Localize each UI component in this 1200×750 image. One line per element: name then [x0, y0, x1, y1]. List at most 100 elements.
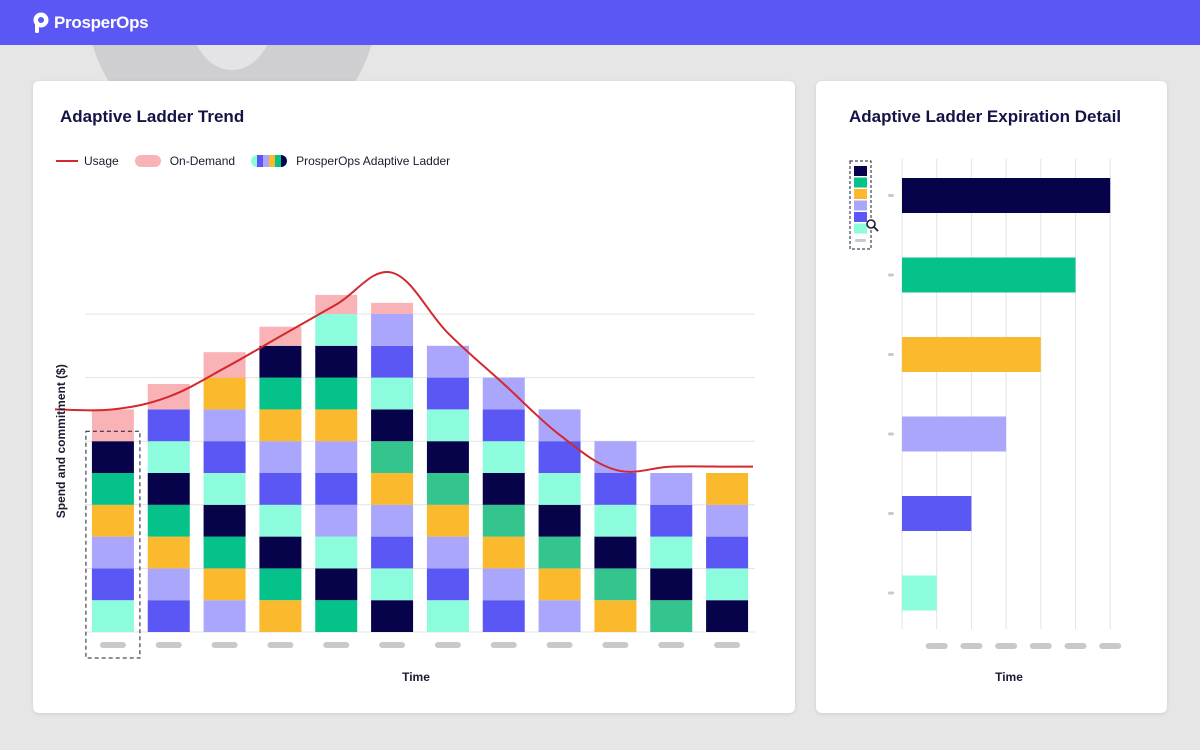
ladder-segment[interactable]: [259, 600, 302, 632]
ladder-segment[interactable]: [203, 409, 246, 442]
ladder-segment[interactable]: [538, 504, 581, 537]
color-filter-swatch[interactable]: [854, 166, 867, 176]
ladder-segment[interactable]: [147, 409, 190, 442]
color-filter-swatch[interactable]: [854, 212, 867, 222]
on-demand-segment[interactable]: [371, 302, 414, 314]
ladder-segment[interactable]: [706, 536, 749, 569]
ladder-segment[interactable]: [482, 473, 525, 505]
expiration-bar[interactable]: [902, 496, 972, 531]
ladder-segment[interactable]: [426, 377, 469, 410]
ladder-segment[interactable]: [482, 504, 525, 537]
expiration-bar[interactable]: [902, 575, 937, 611]
ladder-segment[interactable]: [482, 409, 525, 442]
color-filter-swatch[interactable]: [854, 200, 867, 211]
ladder-segment[interactable]: [706, 600, 749, 632]
ladder-segment[interactable]: [538, 600, 581, 632]
ladder-segment[interactable]: [594, 504, 637, 537]
ladder-segment[interactable]: [650, 536, 693, 569]
legend-item-on-demand[interactable]: On-Demand: [134, 154, 235, 168]
ladder-segment[interactable]: [371, 600, 414, 632]
ladder-segment[interactable]: [426, 441, 469, 473]
ladder-segment[interactable]: [371, 377, 414, 410]
magnifier-icon[interactable]: [866, 219, 879, 232]
ladder-segment[interactable]: [482, 568, 525, 601]
on-demand-segment[interactable]: [91, 409, 134, 442]
ladder-segment[interactable]: [650, 568, 693, 601]
ladder-segment[interactable]: [147, 473, 190, 505]
ladder-segment[interactable]: [371, 568, 414, 601]
brand-logo[interactable]: ProsperOps: [32, 11, 149, 35]
ladder-segment[interactable]: [91, 441, 134, 473]
ladder-segment[interactable]: [371, 314, 414, 346]
ladder-segment[interactable]: [538, 568, 581, 601]
ladder-segment[interactable]: [259, 536, 302, 569]
ladder-segment[interactable]: [147, 504, 190, 537]
ladder-segment[interactable]: [426, 536, 469, 569]
ladder-segment[interactable]: [371, 441, 414, 473]
ladder-segment[interactable]: [91, 504, 134, 537]
ladder-segment[interactable]: [426, 409, 469, 442]
ladder-segment[interactable]: [426, 568, 469, 601]
ladder-segment[interactable]: [91, 568, 134, 601]
ladder-segment[interactable]: [371, 345, 414, 378]
ladder-segment[interactable]: [147, 600, 190, 632]
ladder-segment[interactable]: [259, 441, 302, 473]
ladder-segment[interactable]: [91, 536, 134, 569]
legend-item-ladder[interactable]: ProsperOps Adaptive Ladder: [251, 154, 450, 168]
ladder-segment[interactable]: [650, 504, 693, 537]
ladder-segment[interactable]: [315, 314, 358, 346]
ladder-segment[interactable]: [147, 568, 190, 601]
ladder-segment[interactable]: [594, 473, 637, 505]
expiration-bar[interactable]: [902, 178, 1111, 213]
selected-bar-outline[interactable]: [85, 430, 141, 659]
ladder-segment[interactable]: [315, 504, 358, 537]
color-filter-swatch[interactable]: [854, 223, 867, 234]
ladder-segment[interactable]: [203, 473, 246, 505]
ladder-segment[interactable]: [650, 473, 693, 505]
ladder-segment[interactable]: [538, 409, 581, 442]
ladder-segment[interactable]: [91, 473, 134, 505]
ladder-segment[interactable]: [371, 409, 414, 442]
ladder-segment[interactable]: [706, 504, 749, 537]
ladder-segment[interactable]: [482, 536, 525, 569]
legend-item-usage[interactable]: Usage: [56, 154, 119, 168]
ladder-segment[interactable]: [482, 441, 525, 473]
ladder-segment[interactable]: [426, 600, 469, 632]
ladder-segment[interactable]: [371, 536, 414, 569]
ladder-segment[interactable]: [426, 473, 469, 505]
ladder-segment[interactable]: [315, 377, 358, 410]
ladder-segment[interactable]: [426, 504, 469, 537]
ladder-segment[interactable]: [371, 473, 414, 505]
ladder-segment[interactable]: [482, 377, 525, 410]
ladder-segment[interactable]: [594, 600, 637, 632]
ladder-segment[interactable]: [259, 568, 302, 601]
ladder-segment[interactable]: [426, 345, 469, 378]
ladder-segment[interactable]: [259, 409, 302, 442]
ladder-segment[interactable]: [147, 441, 190, 473]
ladder-segment[interactable]: [706, 473, 749, 505]
ladder-segment[interactable]: [650, 600, 693, 632]
expiration-color-filter[interactable]: [849, 160, 872, 250]
ladder-segment[interactable]: [91, 600, 134, 632]
ladder-segment[interactable]: [203, 600, 246, 632]
ladder-segment[interactable]: [259, 345, 302, 378]
on-demand-segment[interactable]: [203, 352, 246, 378]
ladder-segment[interactable]: [315, 536, 358, 569]
ladder-segment[interactable]: [706, 568, 749, 601]
ladder-segment[interactable]: [482, 600, 525, 632]
ladder-segment[interactable]: [594, 536, 637, 569]
ladder-segment[interactable]: [538, 473, 581, 505]
ladder-segment[interactable]: [203, 441, 246, 473]
ladder-segment[interactable]: [203, 504, 246, 537]
color-filter-swatch[interactable]: [854, 189, 867, 199]
ladder-segment[interactable]: [315, 345, 358, 378]
ladder-segment[interactable]: [203, 377, 246, 410]
ladder-segment[interactable]: [147, 536, 190, 569]
ladder-segment[interactable]: [315, 473, 358, 505]
ladder-segment[interactable]: [371, 504, 414, 537]
ladder-segment[interactable]: [259, 377, 302, 410]
ladder-segment[interactable]: [594, 568, 637, 601]
usage-line[interactable]: [54, 271, 753, 473]
ladder-segment[interactable]: [315, 568, 358, 601]
expiration-bar[interactable]: [902, 257, 1076, 293]
